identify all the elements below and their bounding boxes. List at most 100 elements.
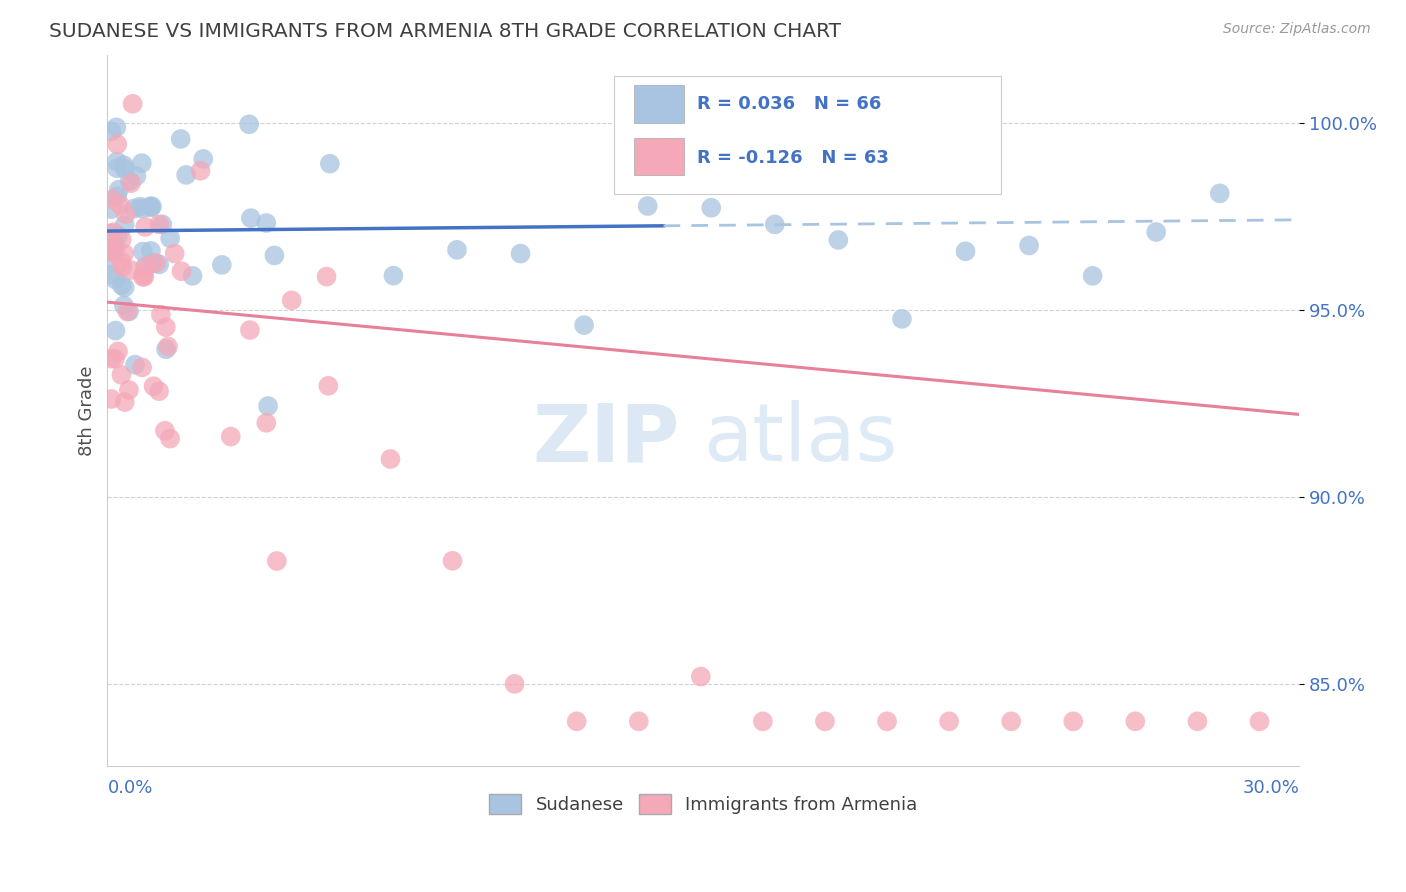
Point [380,452,402,467]
Point [157,339,180,353]
Text: 0.0%: 0.0% [107,779,153,797]
Point [752,714,775,729]
Point [1209,186,1232,201]
Y-axis label: 8th Grade: 8th Grade [79,366,96,456]
Point [190,163,212,178]
Point [132,244,155,259]
Point [134,269,156,284]
Point [148,257,170,271]
Point [110,199,132,213]
Point [266,554,288,568]
Point [254,416,277,430]
Point [280,293,302,308]
Point [315,269,337,284]
Point [103,225,125,239]
Point [142,379,165,393]
FancyBboxPatch shape [634,85,685,122]
Point [105,161,128,176]
Point [100,245,122,260]
Point [141,256,163,270]
Point [124,202,146,216]
Point [101,192,124,206]
Point [111,233,134,247]
FancyBboxPatch shape [614,77,1001,194]
Point [149,308,172,322]
Point [101,244,124,259]
Point [115,207,138,221]
Point [159,231,181,245]
Point [1123,714,1146,729]
Point [111,260,134,275]
Point [763,218,786,232]
Point [132,269,155,284]
Point [814,714,837,729]
Point [150,218,173,232]
Point [118,383,141,397]
Point [120,263,142,277]
Point [1144,225,1167,239]
Point [254,216,277,230]
Point [174,168,197,182]
Point [1187,714,1209,729]
Point [100,255,122,269]
Point [627,714,650,729]
Point [104,244,127,259]
Point [1000,714,1022,729]
Point [104,324,127,338]
Point [148,218,170,232]
Point [181,268,204,283]
Point [100,268,122,282]
Point [193,152,215,166]
Point [103,239,125,253]
Point [100,392,122,406]
Point [134,260,156,274]
Point [100,124,122,138]
Point [170,264,193,278]
Point [118,304,141,318]
Point [134,219,156,234]
Point [120,176,142,190]
Point [139,244,162,258]
Point [136,259,159,273]
Point [105,120,128,135]
Point [107,344,129,359]
Point [104,351,127,366]
Text: 30.0%: 30.0% [1243,779,1299,797]
Point [238,117,260,131]
Point [211,258,233,272]
Point [565,714,588,729]
Point [509,246,531,260]
Point [938,714,960,729]
FancyBboxPatch shape [634,137,685,175]
Point [318,379,340,393]
Point [141,199,163,213]
Point [117,304,139,318]
Point [107,183,129,197]
Point [257,399,280,413]
Point [155,320,177,334]
Point [219,429,242,443]
Point [112,158,135,172]
Point [637,199,659,213]
Point [100,351,122,366]
Point [503,677,526,691]
Point [141,201,163,215]
Point [572,318,595,333]
Point [131,202,153,216]
Point [148,384,170,399]
Point [121,96,143,111]
Point [153,424,176,438]
Point [131,156,153,170]
Point [1062,714,1084,729]
Point [163,246,186,260]
Point [689,670,711,684]
Point [105,154,128,169]
Text: R = -0.126   N = 63: R = -0.126 N = 63 [697,149,889,167]
Point [1081,268,1104,283]
Point [239,323,262,337]
Point [112,298,135,312]
Point [132,267,155,281]
Legend: Sudanese, Immigrants from Armenia: Sudanese, Immigrants from Armenia [482,787,925,822]
Point [114,280,136,294]
Point [441,554,464,568]
